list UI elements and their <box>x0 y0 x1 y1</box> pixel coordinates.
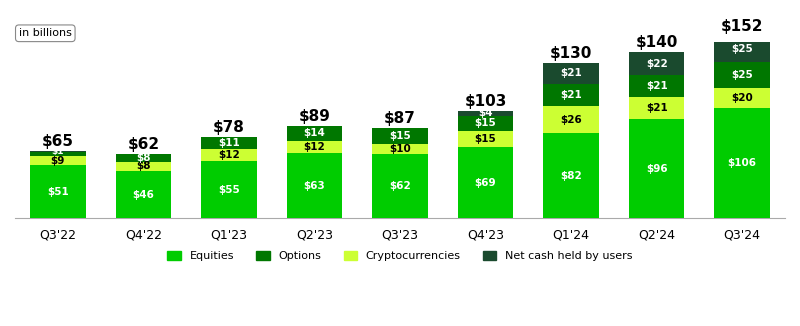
Bar <box>30 151 86 152</box>
Bar <box>543 133 599 218</box>
Text: $69: $69 <box>474 178 496 187</box>
Bar <box>629 52 685 75</box>
Bar <box>714 87 770 108</box>
Text: $10: $10 <box>389 144 411 154</box>
Bar <box>714 62 770 87</box>
Text: $87: $87 <box>384 111 416 126</box>
Text: $25: $25 <box>731 69 753 80</box>
Bar <box>543 84 599 106</box>
Bar <box>372 154 428 218</box>
Bar <box>543 63 599 84</box>
Text: $21: $21 <box>646 103 667 113</box>
Text: $15: $15 <box>389 131 411 141</box>
Bar <box>30 165 86 218</box>
Bar <box>458 147 514 218</box>
Text: $78: $78 <box>213 120 245 135</box>
Text: $21: $21 <box>560 68 582 79</box>
Bar <box>372 144 428 154</box>
Bar <box>714 108 770 218</box>
Text: $96: $96 <box>646 164 667 173</box>
Text: $9: $9 <box>50 156 65 166</box>
Text: in billions: in billions <box>19 28 72 38</box>
Bar <box>714 36 770 62</box>
Text: $65: $65 <box>42 134 74 149</box>
Bar <box>30 152 86 156</box>
Text: $130: $130 <box>550 46 592 61</box>
Text: $21: $21 <box>646 81 667 91</box>
Text: $1: $1 <box>51 147 64 156</box>
Text: $51: $51 <box>47 187 69 197</box>
Text: $152: $152 <box>721 19 763 34</box>
Text: $12: $12 <box>218 150 240 160</box>
Text: $14: $14 <box>303 128 326 138</box>
Text: $63: $63 <box>303 181 326 191</box>
Bar <box>286 153 342 218</box>
Bar <box>629 97 685 119</box>
Text: $22: $22 <box>646 59 667 69</box>
Text: $15: $15 <box>474 134 497 144</box>
Text: $62: $62 <box>389 181 411 191</box>
Text: $106: $106 <box>728 158 757 168</box>
Bar <box>201 161 257 218</box>
Text: $89: $89 <box>298 109 330 124</box>
Bar <box>458 111 514 116</box>
Bar <box>201 149 257 161</box>
Bar <box>629 75 685 97</box>
Text: $82: $82 <box>560 171 582 181</box>
Text: $11: $11 <box>218 138 240 148</box>
Text: $140: $140 <box>635 35 678 50</box>
Text: $55: $55 <box>218 185 240 195</box>
Bar <box>115 162 171 170</box>
Legend: Equities, Options, Cryptocurrencies, Net cash held by users: Equities, Options, Cryptocurrencies, Net… <box>163 246 637 266</box>
Text: $12: $12 <box>303 142 326 152</box>
Text: $20: $20 <box>731 93 753 103</box>
Bar <box>372 128 428 144</box>
Text: $8: $8 <box>136 161 150 171</box>
Text: $62: $62 <box>127 137 159 152</box>
Bar <box>543 106 599 133</box>
Text: $46: $46 <box>132 189 154 200</box>
Bar <box>458 116 514 131</box>
Text: $25: $25 <box>731 44 753 53</box>
Text: $103: $103 <box>464 94 506 109</box>
Bar <box>115 170 171 218</box>
Bar <box>458 131 514 147</box>
Bar <box>115 154 171 162</box>
Bar <box>201 137 257 149</box>
Text: $8: $8 <box>136 153 150 163</box>
Text: $21: $21 <box>560 90 582 100</box>
Bar <box>286 126 342 141</box>
Bar <box>286 141 342 153</box>
Text: $26: $26 <box>560 115 582 125</box>
Text: $4: $4 <box>478 109 493 118</box>
Bar <box>30 156 86 165</box>
Bar <box>629 119 685 218</box>
Text: $15: $15 <box>474 118 497 128</box>
